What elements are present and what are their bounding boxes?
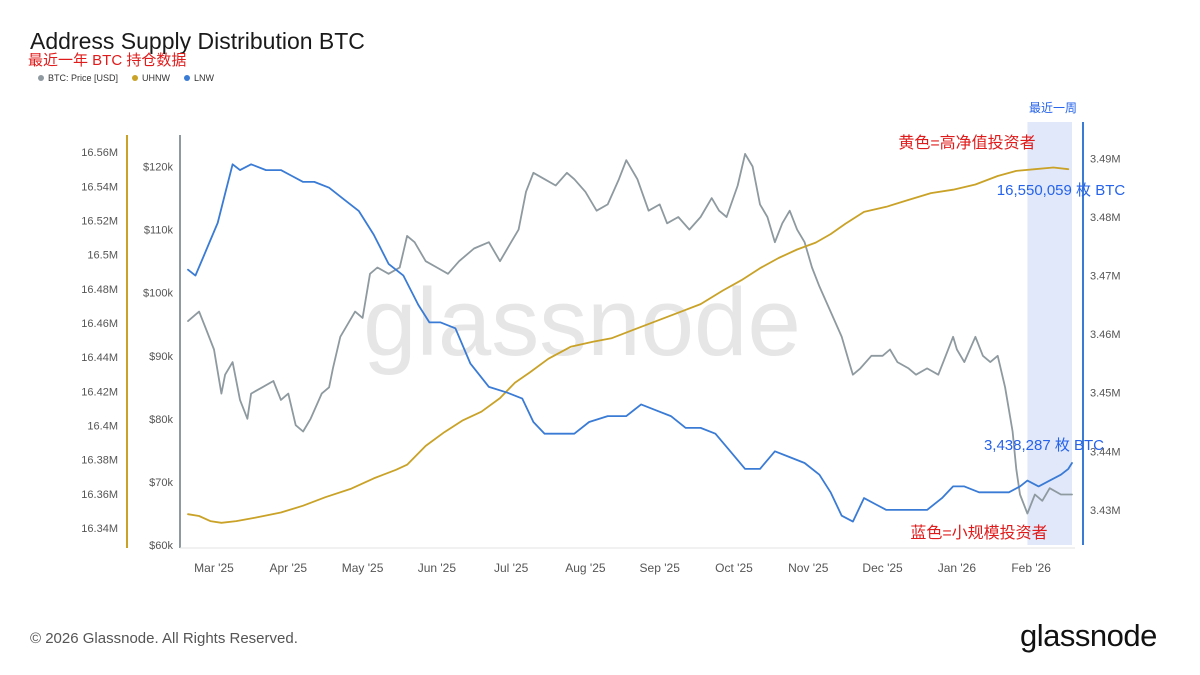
legend-dot-uhnw [132, 75, 139, 81]
lnw-annotation-label: 蓝色=小规模投资者 [910, 524, 1047, 542]
lnw-tick-label: 3.44M [1090, 446, 1121, 458]
brand-logo[interactable]: glassnode [1020, 618, 1157, 653]
uhnw-tick-label: 16.52M [81, 215, 118, 227]
x-tick-label: Dec '25 [862, 561, 903, 575]
highlight-label: 最近一周 [1029, 101, 1077, 115]
legend-dot-lnw [184, 75, 191, 81]
price-tick-label: $90k [149, 351, 173, 363]
uhnw-tick-label: 16.54M [81, 181, 118, 193]
uhnw-tick-label: 16.36M [81, 489, 118, 501]
footer-copyright: © 2026 Glassnode. All Rights Reserved. [30, 630, 298, 647]
x-tick-label: Sep '25 [640, 561, 681, 575]
uhnw-tick-label: 16.46M [81, 318, 118, 330]
price-tick-label: $120k [143, 162, 173, 174]
series-line-price [187, 152, 1073, 515]
x-tick-label: Nov '25 [788, 561, 829, 575]
uhnw-tick-label: 16.5M [87, 250, 118, 262]
uhnw-tick-label: 16.44M [81, 352, 118, 364]
legend-label-lnw: LNW [194, 73, 215, 83]
highlight-band [1027, 122, 1072, 545]
lnw-tick-label: 3.48M [1090, 212, 1121, 224]
price-tick-label: $70k [149, 477, 173, 489]
price-tick-label: $80k [149, 414, 173, 426]
chart-subtitle: 最近一年 BTC 持仓数据 [28, 52, 187, 69]
legend-dot-price [38, 75, 44, 81]
uhnw-value-annotation: 16,550,059 枚 BTC [997, 182, 1126, 199]
series-line-uhnw [187, 166, 1070, 524]
uhnw-tick-label: 16.42M [81, 386, 118, 398]
legend-label-price: BTC: Price [USD] [48, 73, 119, 83]
uhnw-annotation-label: 黄色=高净值投资者 [898, 134, 1035, 152]
legend: BTC: Price [USD] UHNW LNW [38, 73, 214, 83]
legend-item-lnw[interactable]: LNW [184, 73, 214, 83]
legend-label-uhnw: UHNW [142, 73, 171, 83]
lnw-tick-label: 3.43M [1090, 505, 1121, 517]
legend-item-uhnw[interactable]: UHNW [132, 73, 170, 83]
lnw-tick-label: 3.49M [1090, 153, 1121, 165]
x-tick-label: Jul '25 [494, 561, 529, 575]
uhnw-tick-label: 16.48M [81, 284, 118, 296]
x-tick-label: Mar '25 [194, 561, 234, 575]
legend-item-price[interactable]: BTC: Price [USD] [38, 73, 118, 83]
x-tick-label: Jun '25 [418, 561, 457, 575]
lnw-value-annotation: 3,438,287 枚 BTC [984, 437, 1104, 454]
lnw-tick-label: 3.47M [1090, 271, 1121, 283]
series-line-lnw [187, 163, 1073, 523]
uhnw-tick-label: 16.34M [81, 523, 118, 535]
x-tick-label: Aug '25 [565, 561, 606, 575]
uhnw-tick-label: 16.4M [87, 420, 118, 432]
price-tick-label: $110k [144, 225, 174, 237]
lnw-tick-label: 3.45M [1090, 388, 1121, 400]
uhnw-tick-label: 16.56M [81, 147, 118, 159]
x-tick-label: Feb '26 [1011, 561, 1051, 575]
x-tick-label: Jan '26 [938, 561, 977, 575]
price-tick-label: $100k [143, 288, 173, 300]
chart-title: Address Supply Distribution BTC [30, 28, 365, 54]
lnw-tick-label: 3.46M [1090, 329, 1121, 341]
uhnw-tick-label: 16.38M [81, 455, 118, 467]
x-tick-label: May '25 [342, 561, 384, 575]
x-tick-label: Oct '25 [715, 561, 753, 575]
price-tick-label: $60k [149, 540, 173, 552]
x-tick-label: Apr '25 [269, 561, 307, 575]
